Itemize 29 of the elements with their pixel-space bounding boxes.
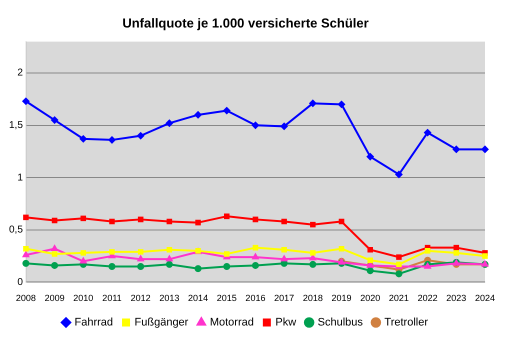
legend-label: Tretroller [384,316,428,329]
x-tick-label: 2010 [73,293,94,304]
x-tick-label: 2017 [274,293,294,304]
x-tick-label: 2018 [302,293,323,304]
x-tick-label: 2024 [474,293,496,304]
x-tick-label: 2014 [188,293,208,304]
legend-label: Fußgänger [134,316,189,329]
chart-title: Unfallquote je 1.000 versicherte Schüler [122,15,369,30]
legend-label: Fahrrad [74,316,114,329]
y-tick-label: 1 [17,172,24,184]
x-tick-label: 2009 [44,293,65,304]
x-tick-label: 2011 [102,293,122,304]
x-tick-label: 2013 [159,293,180,304]
x-tick-label: 2008 [16,293,36,304]
y-tick-label: 0 [17,276,24,288]
y-tick-label: 2 [17,68,24,79]
legend-label: Motorrad [210,316,254,329]
x-tick-label: 2015 [216,293,237,304]
legend-label: Pkw [275,316,296,329]
x-tick-label: 2016 [245,293,266,304]
x-tick-label: 2023 [446,293,466,304]
y-tick-label: 0,5 [8,224,24,236]
x-tick-label: 2020 [360,293,380,304]
x-tick-label: 2012 [130,293,151,304]
x-tick-label: 2019 [332,293,352,304]
legend-label: Schulbus [318,316,364,329]
y-tick-label: 1,5 [8,120,24,132]
x-tick-label: 2022 [418,293,438,304]
x-tick-label: 2021 [388,293,409,304]
